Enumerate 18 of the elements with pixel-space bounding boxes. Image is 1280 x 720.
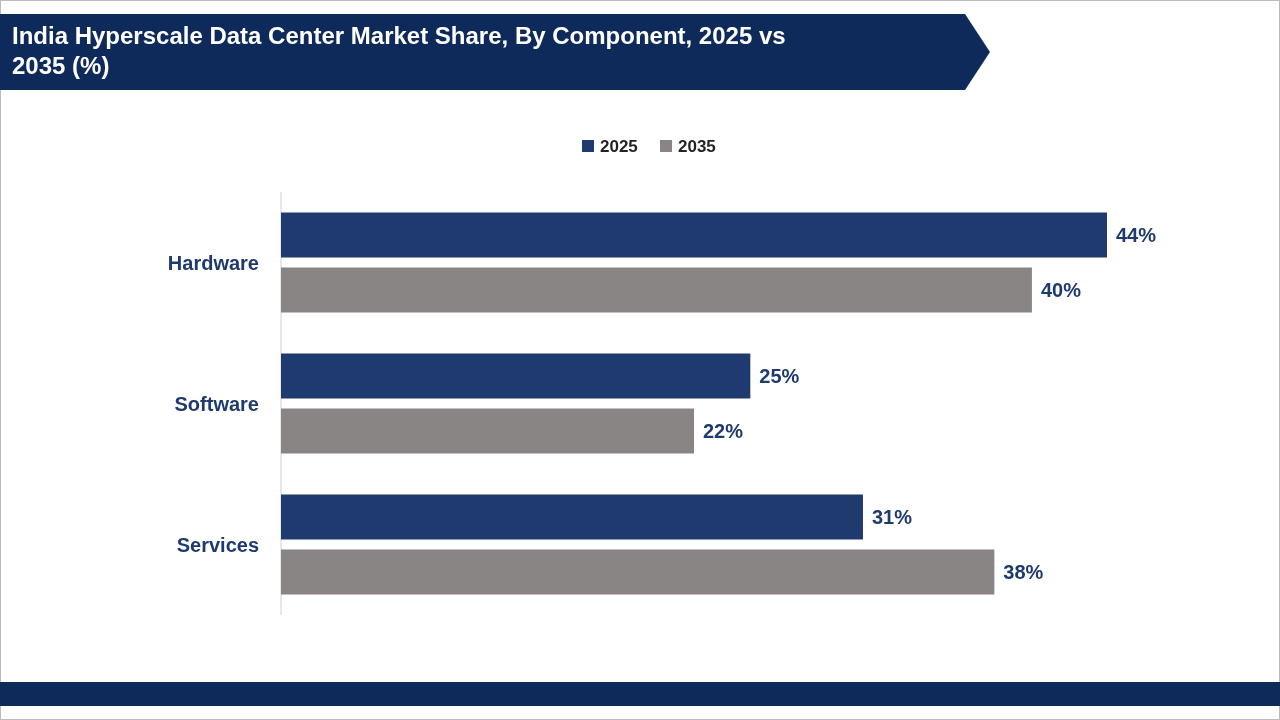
y-tick-label: Software bbox=[174, 392, 259, 415]
data-label: 31% bbox=[871, 506, 913, 528]
data-label: 22% bbox=[703, 420, 744, 442]
data-label: 40% bbox=[1040, 279, 1082, 301]
bar bbox=[281, 549, 995, 595]
bar bbox=[281, 408, 694, 454]
legend-label: 2025 bbox=[600, 136, 638, 156]
bar bbox=[281, 267, 1032, 313]
bar bbox=[281, 494, 863, 540]
data-label: 38% bbox=[1003, 561, 1044, 583]
data-label: 25% bbox=[759, 365, 800, 387]
legend-label: 2035 bbox=[678, 136, 716, 156]
bar bbox=[281, 353, 751, 399]
chart-title: India Hyperscale Data Center Market Share, By Component, 2025 vs 2035 (%) bbox=[12, 22, 786, 79]
y-tick-label: Hardware bbox=[167, 251, 259, 274]
bar bbox=[281, 212, 1107, 258]
data-label: 44% bbox=[1116, 224, 1157, 246]
y-tick-label: Services bbox=[176, 533, 259, 556]
